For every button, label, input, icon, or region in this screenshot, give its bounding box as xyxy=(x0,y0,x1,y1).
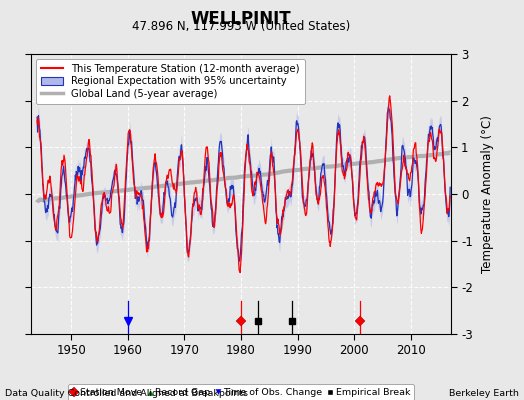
Text: WELLPINIT: WELLPINIT xyxy=(191,10,291,28)
Text: Berkeley Earth: Berkeley Earth xyxy=(449,389,519,398)
Legend: Station Move, Record Gap, Time of Obs. Change, Empirical Break: Station Move, Record Gap, Time of Obs. C… xyxy=(68,384,414,400)
Text: 47.896 N, 117.993 W (United States): 47.896 N, 117.993 W (United States) xyxy=(132,20,350,33)
Y-axis label: Temperature Anomaly (°C): Temperature Anomaly (°C) xyxy=(481,115,494,273)
Text: Data Quality Controlled and Aligned at Breakpoints: Data Quality Controlled and Aligned at B… xyxy=(5,389,248,398)
